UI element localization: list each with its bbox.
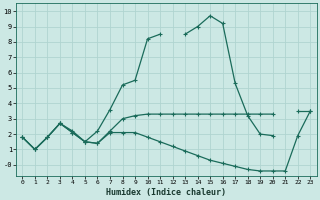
X-axis label: Humidex (Indice chaleur): Humidex (Indice chaleur) [106, 188, 226, 197]
